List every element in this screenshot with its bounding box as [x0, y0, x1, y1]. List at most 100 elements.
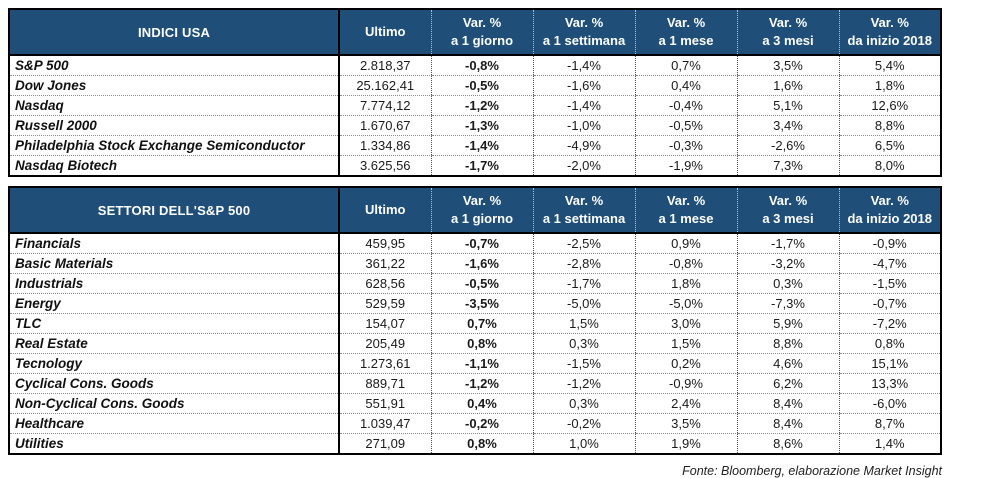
header-row: INDICI USA Ultimo Var. % a 1 giorno Var. % a …	[9, 9, 941, 56]
variation-value-cell: -5,0%	[634, 293, 737, 314]
variation-value-cell: 0,8%	[430, 333, 533, 354]
column-header: Var. % a 1 giorno	[430, 187, 533, 234]
table-title: SETTORI DELL'S&P 500	[9, 187, 340, 234]
ultimo-value-cell: 3.625,56	[359, 158, 411, 173]
variation-value-cell: 8,7%	[838, 413, 941, 434]
variation-value-cell: -1,6%	[532, 75, 635, 96]
variation-value-cell: 8,4%	[736, 393, 839, 414]
variation-value-cell: -1,6%	[430, 253, 533, 274]
variation-value-cell: -1,7%	[430, 155, 533, 176]
ultimo-value-cell: 529,59	[339, 293, 431, 314]
variation-value-cell: 2,4%	[634, 393, 737, 414]
row-label: Cyclical Cons. Goods	[9, 373, 340, 394]
column-header: Var. % a 1 settimana	[532, 9, 635, 56]
variation-value-cell: -7,3%	[736, 293, 839, 314]
variation-value-cell: -1,3%	[430, 115, 533, 136]
variation-value-cell: 15,1%	[838, 353, 941, 374]
variation-value-cell: -0,8%	[634, 253, 737, 274]
variation-value-cell: -4,9%	[532, 135, 635, 156]
header-row: SETTORI DELL'S&P 500 Ultimo Var. % a 1 gior…	[9, 187, 941, 234]
row-label: Healthcare	[9, 413, 340, 434]
variation-value-cell: 3,5%	[736, 55, 839, 76]
variation-value-cell: 0,3%	[532, 393, 635, 414]
variation-value-cell: -1,9%	[634, 155, 737, 176]
column-header: Ultimo	[339, 187, 431, 234]
ultimo-value-cell: 25.162,41	[339, 75, 431, 96]
variation-value-cell: 0,3%	[532, 333, 635, 354]
row-label: TLC	[9, 313, 340, 334]
row-label: Basic Materials	[9, 253, 340, 274]
row-label: S&P 500	[9, 55, 340, 76]
indici-usa-table: INDICI USA Ultimo Var. % a 1 giorno Var. % a …	[8, 8, 942, 177]
variation-value-cell: 8,8%	[838, 115, 941, 136]
variation-value-cell: 8,4%	[736, 413, 839, 434]
variation-value-cell: 5,1%	[736, 95, 839, 116]
ultimo-value-cell: 1.334,86	[339, 135, 431, 156]
variation-value-cell: -0,2%	[430, 413, 533, 434]
variation-value-cell: 1,8%	[838, 75, 941, 96]
variation-value-cell: -1,2%	[430, 373, 533, 394]
variation-value-cell: 0,4%	[634, 75, 737, 96]
ultimo-value-cell: 154,07	[339, 313, 431, 334]
variation-value-cell: -2,5%	[532, 233, 635, 254]
variation-value-cell: 1,5%	[532, 313, 635, 334]
row-label: Financials	[9, 233, 340, 254]
ultimo-value-cell: 271,09	[365, 436, 406, 451]
table-title: INDICI USA	[9, 9, 340, 56]
variation-value-cell: -0,5%	[634, 115, 737, 136]
row-label: Nasdaq	[9, 95, 340, 116]
variation-value-cell: 13,3%	[838, 373, 941, 394]
variation-value-cell: -0,9%	[838, 233, 941, 254]
ultimo-value-cell: 2.818,37	[339, 55, 431, 76]
table-row: Non-Cyclical Cons. Goods 551,91 0,4% 0,3% 2,…	[9, 393, 941, 414]
variation-value-cell: -7,2%	[838, 313, 941, 334]
row-label: Russell 2000	[9, 115, 340, 136]
variation-value-cell: -0,3%	[634, 135, 737, 156]
variation-value-cell: 1,5%	[634, 333, 737, 354]
table-row: Real Estate 205,49 0,8% 0,3% 1,5% 8,8% 0,8%	[9, 333, 941, 354]
variation-value-cell: -3,2%	[736, 253, 839, 274]
ultimo-value-cell: 1.670,67	[339, 115, 431, 136]
variation-value-cell: 3,4%	[736, 115, 839, 136]
variation-value-cell: 8,0%	[838, 155, 941, 176]
variation-value-cell: -0,2%	[532, 413, 635, 434]
column-header: Var. % a 1 mese	[634, 187, 737, 234]
table-row: Cyclical Cons. Goods 889,71 -1,2% -1,2% -0,9…	[9, 373, 941, 394]
variation-value-cell: -1,0%	[532, 115, 635, 136]
row-label: Philadelphia Stock Exchange Semiconducto…	[9, 135, 340, 156]
variation-value-cell: 0,9%	[634, 233, 737, 254]
ultimo-value-cell: 459,95	[339, 233, 431, 254]
variation-value-cell: 0,4%	[430, 393, 533, 414]
column-header: Var. % a 3 mesi	[736, 9, 839, 56]
table-row: TLC 154,07 0,7% 1,5% 3,0% 5,9% -7,2%	[9, 313, 941, 334]
ultimo-value-cell: 551,91	[339, 393, 431, 414]
variation-value-cell: -6,0%	[838, 393, 941, 414]
variation-value-cell: -1,2%	[430, 95, 533, 116]
variation-value-cell: -0,8%	[430, 55, 533, 76]
variation-value-cell: -1,7%	[532, 273, 635, 294]
variation-value-cell: 0,8%	[430, 433, 533, 454]
variation-value-cell: -3,5%	[430, 293, 533, 314]
variation-value-cell: 0,7%	[430, 313, 533, 334]
variation-value-cell: 5,4%	[838, 55, 941, 76]
row-label: Tecnology	[9, 353, 340, 374]
ultimo-value-cell: 205,49	[339, 333, 431, 354]
ultimo-value-cell: 7.774,12	[339, 95, 431, 116]
ultimo-value-cell: 628,56	[339, 273, 431, 294]
variation-value-cell: 1,9%	[634, 433, 737, 454]
variation-value-cell: 5,9%	[736, 313, 839, 334]
variation-value-cell: 0,8%	[838, 333, 941, 354]
table-row: Nasdaq 7.774,12 -1,2% -1,4% -0,4% 5,1% 12,6%	[9, 95, 941, 116]
variation-value-cell: -2,0%	[532, 155, 635, 176]
column-header: Var. % da inizio 2018	[838, 9, 941, 56]
row-label: Energy	[9, 293, 340, 314]
table-row: Financials 459,95 -0,7% -2,5% 0,9% -1,7% -0,9%	[9, 233, 941, 254]
variation-value-cell: -1,2%	[532, 373, 635, 394]
ultimo-value-cell: 1.039,47	[339, 413, 431, 434]
variation-value-cell: 1,8%	[634, 273, 737, 294]
variation-value-cell: -1,4%	[532, 95, 635, 116]
variation-value-cell: 4,6%	[736, 353, 839, 374]
ultimo-value-cell: 361,22	[339, 253, 431, 274]
column-header: Var. % a 1 mese	[634, 9, 737, 56]
variation-value-cell: -2,6%	[736, 135, 839, 156]
